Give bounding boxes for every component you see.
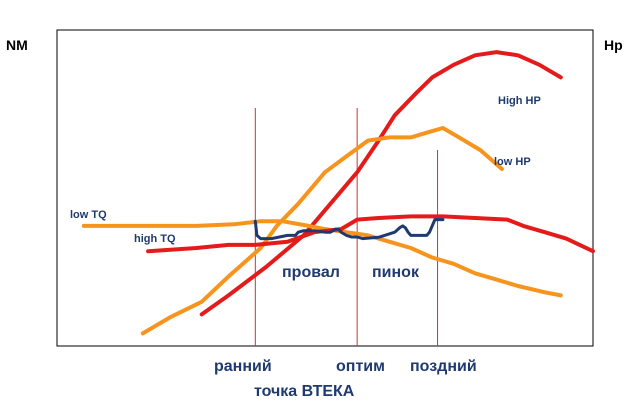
series-label-low-hp: low HP bbox=[494, 156, 531, 168]
x-marker-label-early: ранний bbox=[214, 358, 272, 375]
series-line-high-tq bbox=[146, 214, 595, 254]
annotation-pinok: пинок bbox=[372, 264, 420, 281]
series-label-high-hp: High HP bbox=[498, 95, 541, 107]
series-group bbox=[81, 50, 595, 336]
plot-frame bbox=[56, 29, 594, 347]
series-line-high-hp bbox=[199, 50, 563, 317]
series-label-high-tq: high TQ bbox=[134, 233, 176, 245]
y-axis-left-label: NM bbox=[6, 37, 28, 53]
y-axis-right-label: Hp bbox=[604, 37, 623, 53]
x-axis-title: точка ВТЕКА bbox=[254, 383, 355, 400]
series-label-low-tq: low TQ bbox=[70, 209, 107, 221]
series-line-low-tq bbox=[81, 219, 563, 298]
series-line-low-hp bbox=[140, 126, 504, 336]
x-marker-label-optimal: оптим bbox=[336, 358, 385, 375]
series-line-boost-trace bbox=[253, 218, 445, 241]
x-marker-label-late: поздний bbox=[410, 358, 477, 375]
annotation-proval: провал bbox=[282, 264, 340, 281]
